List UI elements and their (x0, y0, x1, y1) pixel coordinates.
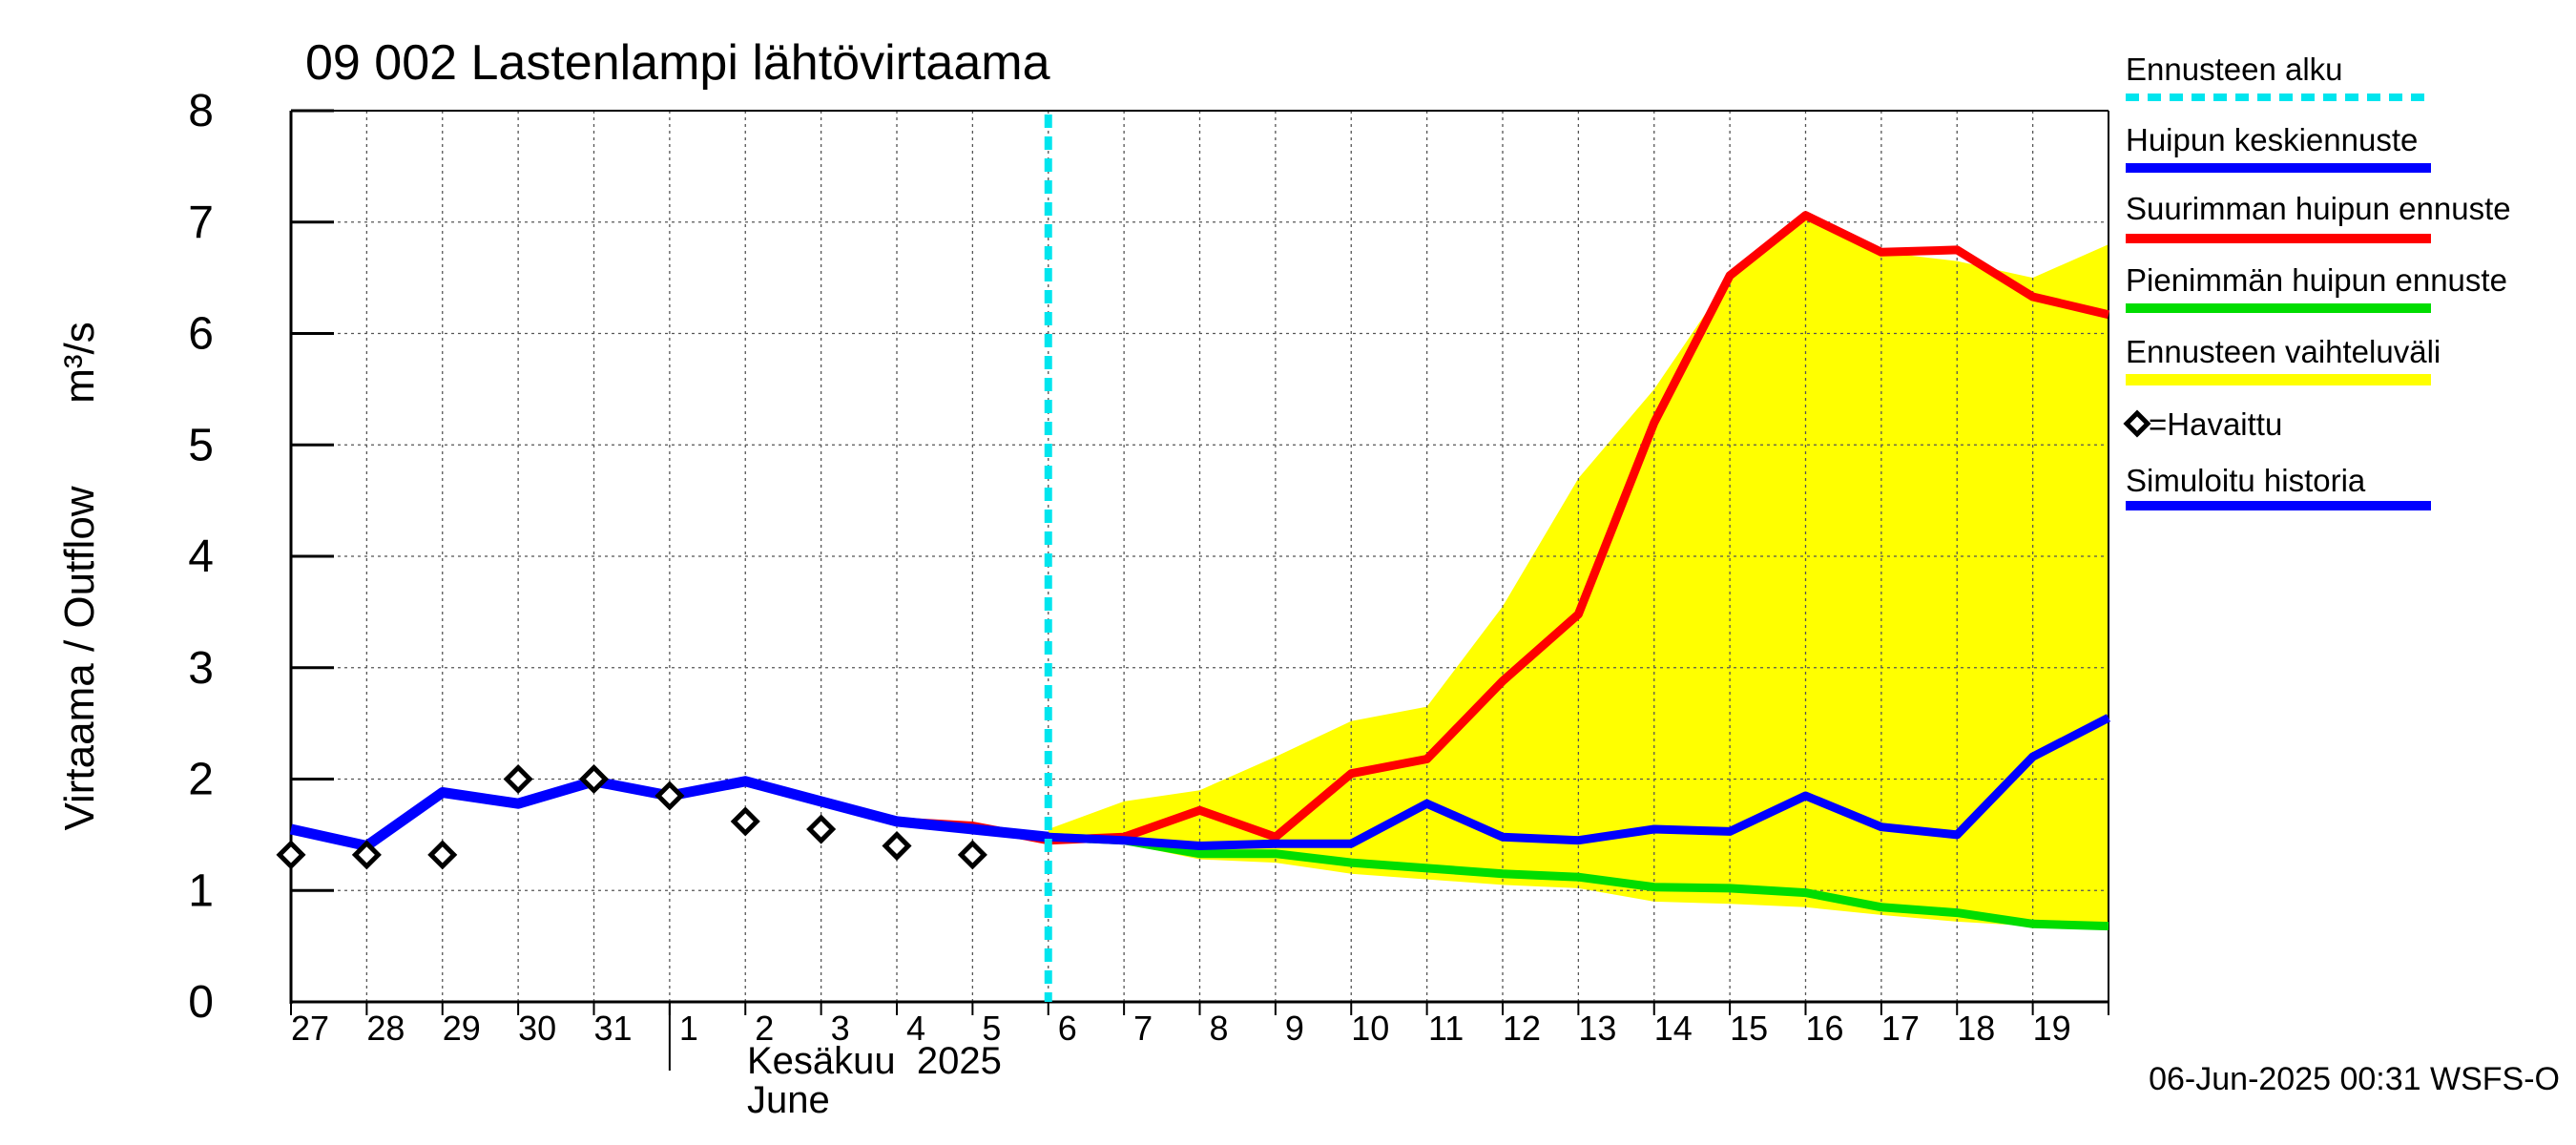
x-tick-label: 14 (1654, 1009, 1693, 1048)
observed-marker (730, 806, 760, 837)
observed-marker (503, 763, 533, 795)
x-tick-label: 6 (1058, 1009, 1077, 1048)
x-tick-label: 27 (291, 1009, 329, 1048)
legend: Ennusteen alku Huipun keskiennuste Suurimm… (2123, 52, 2511, 510)
x-tick-label: 2 (755, 1009, 774, 1048)
observed-marker (427, 840, 458, 870)
y-tick-label: 5 (188, 420, 214, 470)
x-tick-label: 17 (1881, 1009, 1920, 1048)
x-tick-label: 1 (679, 1009, 698, 1048)
x-tick-label: 8 (1209, 1009, 1228, 1048)
x-tick-label: 3 (831, 1009, 850, 1048)
min-peak-forecast-line (1048, 832, 2109, 931)
legend-label-range: Ennusteen vaihteluväli (2126, 334, 2441, 369)
x-tick-label: 18 (1957, 1009, 1995, 1048)
x-tick-label: 30 (518, 1009, 556, 1048)
x-tick-label: 15 (1730, 1009, 1768, 1048)
y-axis-label: Virtaama / Outflow (56, 486, 103, 830)
x-tick-label: 4 (906, 1009, 925, 1048)
legend-observed-marker (2123, 409, 2151, 438)
x-tick-label: 19 (2033, 1009, 2071, 1048)
x-tick-label: 31 (593, 1009, 632, 1048)
timestamp-footer: 06-Jun-2025 00:31 WSFS-O (2149, 1061, 2560, 1097)
x-tick-label: 9 (1285, 1009, 1304, 1048)
y-tick-label: 0 (188, 977, 214, 1028)
legend-label-max_peak: Suurimman huipun ennuste (2126, 191, 2511, 226)
legend-label-mean_peak: Huipun keskiennuste (2126, 122, 2418, 157)
x-tick-label: 11 (1428, 1009, 1464, 1048)
chart-title: 09 002 Lastenlampi lähtövirtaama (305, 35, 1050, 91)
x-tick-label: 5 (982, 1009, 1001, 1048)
x-tick-label: 7 (1133, 1009, 1153, 1048)
observed-marker (276, 840, 306, 870)
observed-marker (578, 763, 610, 795)
x-tick-label: 12 (1503, 1009, 1541, 1048)
y-tick-label: 6 (188, 309, 214, 360)
x-tick-label: 16 (1805, 1009, 1843, 1048)
legend-label-observed: =Havaittu (2149, 406, 2282, 442)
y-axis-unit: m³/s (56, 322, 103, 404)
observed-marker (882, 831, 912, 862)
legend-label-history: Simuloitu historia (2126, 463, 2366, 498)
mean-peak-forecast-line (1048, 714, 2111, 850)
observed-marker (806, 814, 837, 844)
y-tick-label: 8 (188, 86, 214, 136)
observed-marker (957, 840, 987, 870)
month-label-english: June (747, 1079, 830, 1121)
x-tick-label: 10 (1351, 1009, 1389, 1048)
y-tick-label: 4 (188, 531, 214, 582)
x-tick-label: 29 (443, 1009, 481, 1048)
y-tick-label: 7 (188, 198, 214, 248)
x-tick-label: 13 (1578, 1009, 1616, 1048)
y-tick-label: 3 (188, 643, 214, 694)
x-tick-label: 28 (366, 1009, 405, 1048)
observed-marker (654, 781, 685, 811)
legend-label-min_peak: Pienimmän huipun ennuste (2126, 262, 2507, 298)
legend-label-forecast_start: Ennusteen alku (2126, 52, 2343, 87)
month-label: Kesäkuu 2025 (747, 1040, 1002, 1082)
observed-marker (351, 840, 382, 870)
y-tick-label: 2 (188, 755, 214, 805)
y-tick-label: 1 (188, 865, 214, 916)
